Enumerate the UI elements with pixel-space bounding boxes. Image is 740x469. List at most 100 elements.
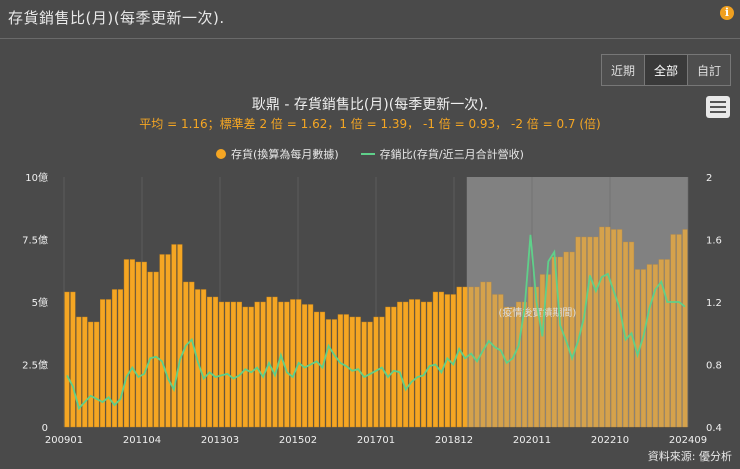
x-axis-tick-label: 202011	[513, 435, 551, 446]
bar	[117, 289, 124, 428]
data-source-label: 資料來源: 優分析	[647, 450, 732, 463]
bar	[581, 236, 587, 428]
bar	[391, 306, 397, 428]
bar	[105, 299, 112, 428]
bar	[682, 229, 688, 428]
page-header: 存貨銷售比(月)(每季更新一次). i	[0, 0, 740, 39]
bar	[605, 226, 611, 428]
bar	[94, 321, 100, 428]
x-axis-tick-label: 201104	[123, 435, 161, 446]
chart-legend: 存貨(換算為每月數據) 存銷比(存貨/近三月合計營收)	[0, 146, 740, 162]
right-axis-tick-label: 0.4	[706, 423, 722, 434]
bar	[284, 301, 290, 428]
bar	[516, 301, 522, 428]
bar	[153, 271, 159, 428]
bar	[64, 291, 70, 428]
bar	[242, 306, 248, 428]
bar	[599, 226, 605, 428]
left-axis-tick-label: 7.5億	[22, 234, 48, 247]
bar	[652, 264, 658, 428]
left-axis-tick-label: 2.5億	[22, 359, 48, 372]
bar	[147, 271, 153, 428]
bar	[183, 281, 189, 428]
bar	[218, 301, 225, 428]
bar	[70, 291, 76, 428]
bar	[385, 306, 391, 428]
bar	[254, 301, 260, 428]
bar	[539, 274, 545, 428]
bar	[236, 301, 242, 428]
bar	[545, 274, 551, 428]
bar	[248, 306, 254, 428]
left-axis-tick-label: 5億	[32, 296, 48, 309]
x-axis-tick-label: 201303	[201, 435, 239, 446]
legend-label-ratio: 存銷比(存貨/近三月合計營收)	[379, 148, 524, 161]
bar	[230, 301, 236, 428]
shaded-region-overlay	[466, 177, 688, 427]
bar	[123, 259, 129, 428]
x-axis-tick-label: 201812	[435, 435, 473, 446]
bar	[587, 236, 593, 428]
bar	[325, 319, 332, 428]
legend-item-inventory[interactable]: 存貨(換算為每月數據)	[216, 146, 339, 162]
x-axis-tick-label: 202210	[591, 435, 629, 446]
bar	[201, 289, 207, 428]
hamburger-menu-icon[interactable]	[706, 96, 730, 118]
bar	[611, 229, 617, 428]
bar	[260, 301, 266, 428]
bar	[557, 256, 563, 428]
bar	[617, 229, 623, 428]
bar	[337, 314, 343, 428]
legend-item-ratio[interactable]: 存銷比(存貨/近三月合計營收)	[360, 146, 524, 162]
bar	[415, 299, 421, 428]
info-icon[interactable]: i	[720, 6, 734, 20]
range-custom-button[interactable]: 自訂	[688, 54, 732, 86]
bar	[88, 321, 94, 428]
bar	[658, 259, 664, 428]
range-button-group: 近期 全部 自訂	[601, 54, 732, 86]
bar	[593, 236, 599, 428]
bar	[379, 316, 385, 428]
bar	[207, 296, 213, 428]
bar	[343, 314, 349, 428]
right-axis-tick-label: 0.8	[706, 361, 722, 372]
bar	[165, 254, 171, 428]
bar	[409, 299, 415, 428]
x-axis-tick-label: 201502	[279, 435, 317, 446]
bar	[177, 244, 183, 428]
bar	[397, 301, 403, 428]
bar	[135, 261, 141, 428]
bar	[141, 261, 147, 428]
bar	[272, 296, 278, 428]
legend-line-icon	[360, 153, 375, 155]
bar	[664, 259, 670, 428]
x-axis-tick-label: 200901	[45, 435, 83, 446]
bar	[492, 294, 498, 428]
bar	[100, 299, 106, 428]
bar	[420, 301, 427, 428]
bar	[403, 301, 409, 428]
left-axis-tick-label: 0	[42, 423, 48, 434]
range-recent-button[interactable]: 近期	[601, 54, 646, 86]
right-axis-tick-label: 1.2	[706, 298, 722, 309]
bar	[510, 306, 516, 428]
bar	[486, 281, 492, 428]
bar	[319, 311, 326, 428]
bar	[82, 316, 88, 428]
bar	[129, 259, 135, 428]
range-all-button[interactable]: 全部	[645, 54, 689, 86]
bar	[569, 251, 575, 428]
bar	[278, 301, 284, 428]
bar	[640, 269, 646, 428]
right-axis-tick-label: 2	[706, 173, 712, 184]
chart-subtitle: 平均 = 1.16；標準差 2 倍 = 1.62，1 倍 = 1.39， -1 …	[139, 117, 601, 131]
ratio-line	[66, 234, 686, 411]
page-title: 存貨銷售比(月)(每季更新一次).	[8, 9, 225, 27]
legend-dot-icon	[216, 149, 227, 159]
bar	[670, 234, 676, 428]
x-axis-tick-label: 202409	[669, 435, 707, 446]
bar	[212, 296, 219, 428]
bar	[623, 241, 629, 428]
bar	[290, 299, 296, 428]
